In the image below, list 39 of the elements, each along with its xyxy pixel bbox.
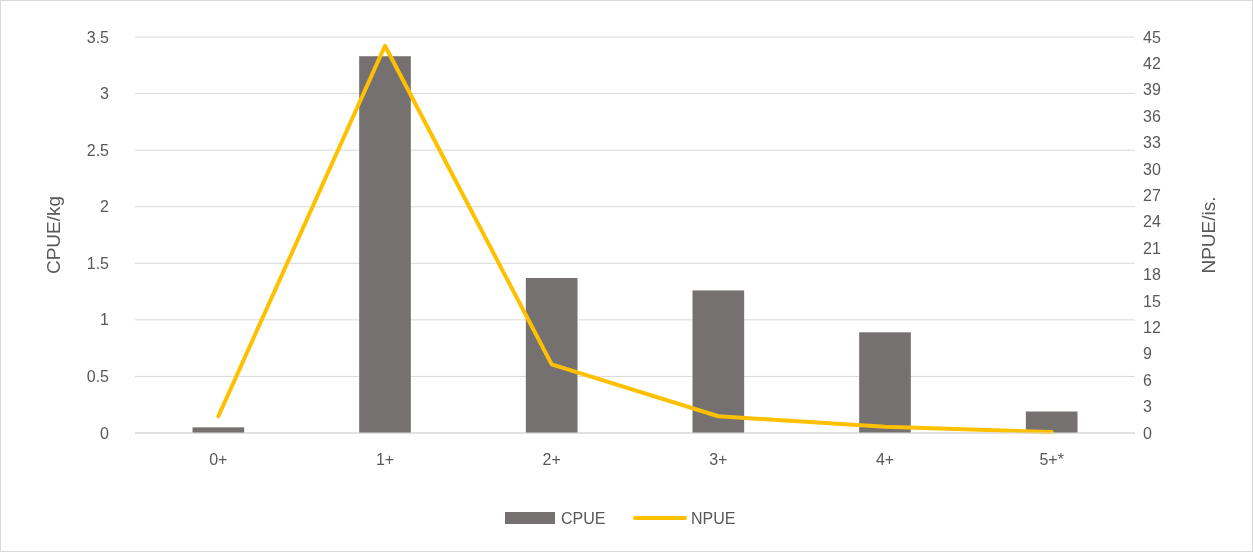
x-tick-label: 4+ — [875, 451, 895, 468]
x-tick-label: 5+* — [1039, 451, 1064, 468]
bar — [692, 290, 745, 433]
y2-tick-label: 9 — [1143, 345, 1152, 363]
y-tick-label: 1.5 — [86, 254, 110, 272]
y2-tick-label: 18 — [1143, 266, 1161, 284]
y2-tick-label: 21 — [1143, 239, 1161, 257]
x-tick-label: 3+ — [709, 451, 728, 468]
y2-tick-label: 0 — [1143, 424, 1152, 442]
y2-tick-label: 12 — [1143, 319, 1161, 336]
y-tick-label: 0 — [100, 424, 110, 442]
y-tick-label: 1 — [100, 311, 110, 329]
y-tick-label: 0.5 — [86, 368, 110, 386]
x-tick-label: 1+ — [375, 451, 395, 468]
y-tick-label: 2.5 — [86, 141, 110, 159]
x-tick-label: 2+ — [542, 451, 561, 468]
y-tick-label: 3.5 — [86, 28, 110, 46]
y-axis-title: CPUE/kg — [43, 195, 64, 275]
bar — [525, 277, 578, 433]
y2-tick-label: 42 — [1143, 55, 1161, 72]
y2-tick-label: 36 — [1143, 107, 1161, 125]
y2-tick-label: 6 — [1143, 371, 1152, 389]
y2-tick-label: 27 — [1143, 187, 1161, 204]
legend-label: CPUE — [561, 509, 606, 527]
y2-tick-label: 30 — [1143, 160, 1161, 178]
y-tick-label: 3 — [100, 85, 110, 103]
y2-tick-label: 3 — [1143, 398, 1152, 416]
bar — [859, 332, 911, 433]
legend-label: NPUE — [691, 509, 736, 527]
line-series — [216, 43, 1054, 435]
y2-tick-label: 15 — [1143, 292, 1161, 310]
x-tick-label: 0+ — [209, 451, 228, 468]
y-tick-label: 2 — [100, 198, 110, 216]
y2-axis-title: NPUE/is. — [1198, 196, 1219, 274]
bar — [359, 56, 411, 433]
y2-tick-label: 24 — [1143, 213, 1161, 231]
y2-tick-label: 39 — [1143, 81, 1161, 99]
y2-tick-label: 45 — [1143, 28, 1161, 46]
y2-tick-label: 33 — [1143, 134, 1161, 152]
